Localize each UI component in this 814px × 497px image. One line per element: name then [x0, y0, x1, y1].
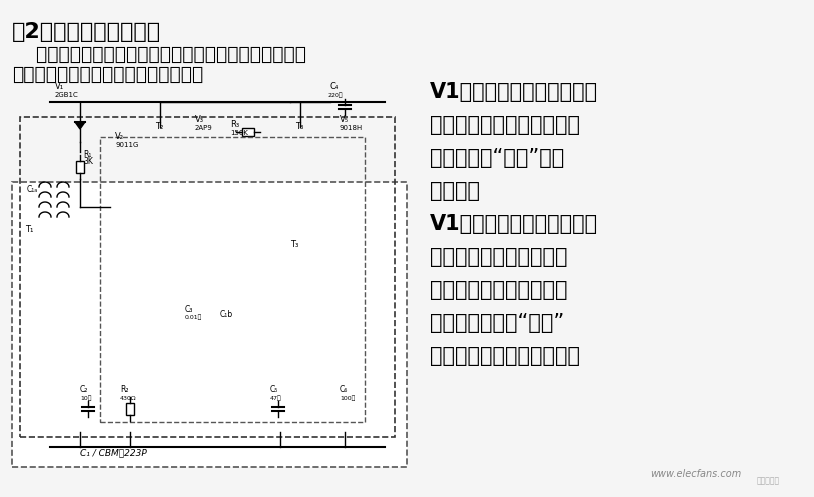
Text: C₁ₐ: C₁ₐ: [27, 185, 38, 194]
Bar: [126, 403, 134, 415]
Text: T₂: T₂: [155, 122, 164, 131]
Text: 10㎊: 10㎊: [80, 396, 91, 401]
Text: 100㎊: 100㎊: [340, 396, 356, 401]
Text: V1断路时，使变频、中放、: V1断路时，使变频、中放、: [430, 82, 598, 102]
Text: V₂: V₂: [115, 132, 124, 141]
Text: R₃: R₃: [230, 120, 239, 129]
Text: 2AP9: 2AP9: [195, 125, 212, 131]
Text: C₅: C₅: [270, 385, 278, 394]
Text: 2GB1C: 2GB1C: [55, 92, 79, 98]
Text: T₃: T₃: [290, 240, 298, 249]
Text: 3K: 3K: [83, 157, 93, 166]
Text: T₁: T₁: [25, 225, 33, 234]
Text: 150K: 150K: [230, 130, 248, 136]
Text: 9018H: 9018H: [340, 125, 363, 131]
Text: 电子发烧友: 电子发烧友: [757, 476, 780, 485]
Text: C₂: C₂: [80, 385, 89, 394]
Text: C₄: C₄: [330, 82, 339, 91]
Text: R₂: R₂: [120, 385, 129, 394]
Text: 430Ω: 430Ω: [120, 396, 137, 401]
Text: www.elecfans.com: www.elecfans.com: [650, 469, 742, 479]
Text: R₁: R₁: [83, 150, 91, 159]
Text: V₅: V₅: [340, 115, 349, 124]
Text: C₁ / CBM－223P: C₁ / CBM－223P: [80, 448, 147, 457]
Text: 步老化时晶体管基极偏置电流的稳定。: 步老化时晶体管基极偏置电流的稳定。: [12, 65, 204, 84]
Text: 低放各晶体管工作点过低: 低放各晶体管工作点过低: [430, 247, 567, 267]
Text: 收音机出现“沙沙”声及: 收音机出现“沙沙”声及: [430, 148, 564, 168]
Bar: [76, 161, 84, 173]
Text: 用于干电池做电源的的硅管收音机中，保证在干电池初: 用于干电池做电源的的硅管收音机中，保证在干电池初: [12, 45, 306, 64]
Text: 无声故障或轻微“沙沙”: 无声故障或轻微“沙沙”: [430, 313, 564, 333]
Text: C₃: C₃: [185, 305, 194, 314]
Text: （2）基极稳压电路作用: （2）基极稳压电路作用: [12, 22, 161, 42]
Text: C₆: C₆: [340, 385, 348, 394]
Text: 而不能工作，收音机出现: 而不能工作，收音机出现: [430, 280, 567, 300]
FancyBboxPatch shape: [12, 182, 407, 467]
Text: 9011G: 9011G: [115, 142, 138, 148]
Text: 0.01㎊: 0.01㎊: [185, 315, 203, 320]
Text: 220㎊: 220㎊: [328, 92, 344, 98]
Bar: [242, 128, 254, 136]
Text: T₃: T₃: [295, 122, 304, 131]
Text: V1短路时，使变频、中放、: V1短路时，使变频、中放、: [430, 214, 598, 234]
Text: 47㎊: 47㎊: [270, 396, 282, 401]
Text: 啸叫声。: 啸叫声。: [430, 181, 480, 201]
Text: V₃: V₃: [195, 115, 204, 124]
Polygon shape: [75, 122, 85, 129]
Text: V₁: V₁: [55, 82, 64, 91]
Text: 声（功放电路电流噪声）。: 声（功放电路电流噪声）。: [430, 346, 580, 366]
Text: 低放各晶体管工作点提高，: 低放各晶体管工作点提高，: [430, 115, 580, 135]
Text: C₁b: C₁b: [220, 310, 233, 319]
